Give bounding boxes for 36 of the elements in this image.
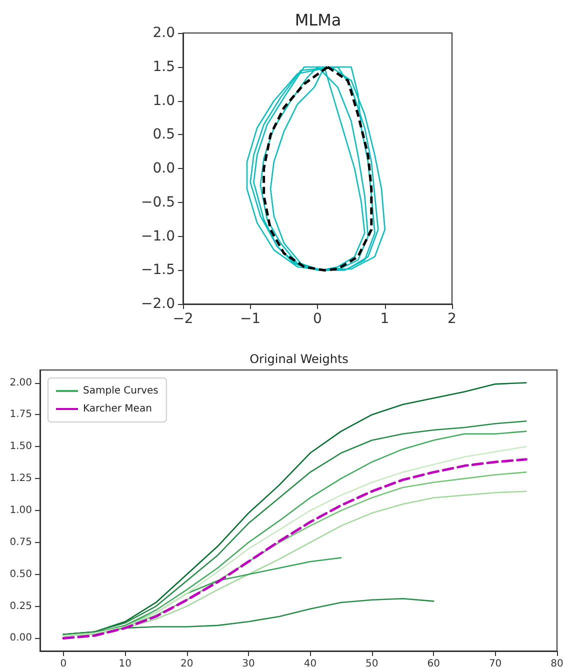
y-tick-label: 1.75 [10,409,32,420]
y-tick-label: 1.50 [10,441,32,452]
y-tick-label: 2.0 [152,25,175,41]
y-tick-label: 1.5 [152,58,175,75]
y-tick-label: 2.00 [10,377,32,388]
y-tick-label: 0.00 [10,632,32,644]
x-tick-label: 20 [180,658,194,670]
y-tick-label: 0.0 [152,160,175,176]
x-tick-label: 1 [380,311,390,327]
legend-label: Karcher Mean [83,404,152,414]
y-tick-label: 1.0 [152,92,175,109]
x-tick-label: 0 [313,311,322,327]
chart-title: MLMa [294,10,342,30]
y-tick-label: −1.0 [141,228,175,244]
y-tick-label: 0.5 [152,126,175,143]
x-tick-label: 10 [118,658,132,670]
legend-label: Sample Curves [83,386,158,396]
y-tick-label: 1.25 [10,473,32,484]
y-tick-label: −2.0 [141,296,175,312]
x-tick-label: 80 [550,658,564,670]
x-tick-label: −2 [172,311,194,327]
y-tick-label: −0.5 [141,194,175,210]
x-tick-label: 2 [448,311,456,327]
chart-title: Original Weights [250,352,348,366]
y-tick-label: 1.00 [10,505,32,516]
y-tick-label: 0.75 [10,536,32,548]
x-tick-label: 40 [304,658,317,670]
x-tick-label: 0 [60,658,67,670]
y-tick-label: 0.25 [10,600,32,612]
x-tick-label: −1 [240,311,261,327]
x-tick-label: 70 [488,658,502,670]
x-tick-label: 50 [366,658,378,670]
y-tick-label: 0.50 [10,568,32,580]
y-tick-label: −1.5 [141,262,175,278]
x-tick-label: 30 [242,658,255,670]
x-tick-label: 60 [427,658,440,670]
